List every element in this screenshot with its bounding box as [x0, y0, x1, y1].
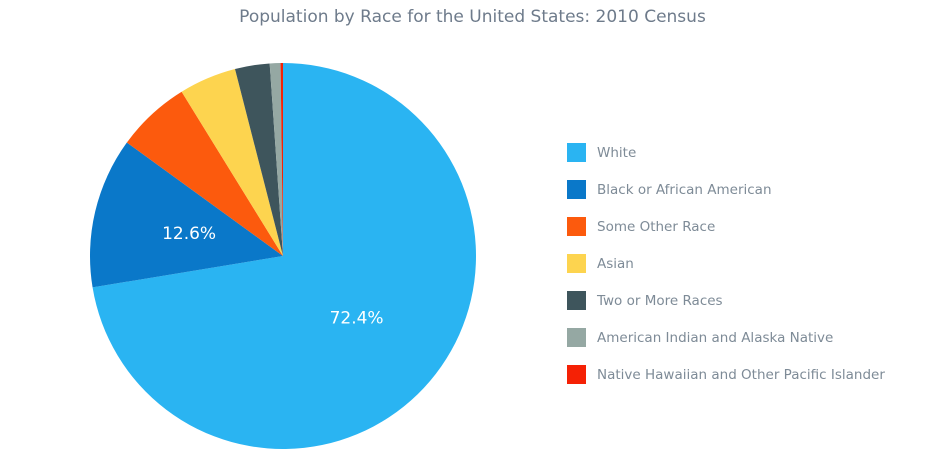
legend-item-label: Black or African American: [597, 181, 772, 198]
legend-item-label: American Indian and Alaska Native: [597, 329, 834, 346]
legend-item-native-hawaiian-and-other-pacific-islander[interactable]: Native Hawaiian and Other Pacific Island…: [567, 365, 885, 384]
pie-slice-black-or-african-american[interactable]: [90, 142, 283, 288]
pie-slice-two-or-more-races[interactable]: [235, 63, 283, 257]
pie-slice-american-indian-and-alaska-native[interactable]: [269, 63, 283, 256]
legend-swatch: [567, 217, 586, 236]
legend-swatch: [567, 143, 586, 162]
chart-title: Population by Race for the United States…: [239, 7, 706, 27]
pie-slice-asian[interactable]: [181, 69, 283, 256]
legend-swatch: [567, 254, 586, 273]
legend-item-label: Native Hawaiian and Other Pacific Island…: [597, 366, 885, 383]
pie-slice-some-other-race[interactable]: [126, 91, 283, 256]
legend-swatch: [567, 180, 586, 199]
legend-swatch: [567, 328, 586, 347]
legend-item-label: White: [597, 144, 637, 161]
pie-chart: 72.4%12.6%: [90, 63, 476, 449]
legend-swatch: [567, 291, 586, 310]
legend-item-asian[interactable]: Asian: [567, 254, 885, 273]
pie-slice-white[interactable]: [92, 63, 476, 449]
legend-item-two-or-more-races[interactable]: Two or More Races: [567, 291, 885, 310]
legend-item-label: Two or More Races: [597, 292, 723, 309]
legend: White Black or African American Some Oth…: [567, 143, 885, 402]
legend-item-label: Asian: [597, 255, 634, 272]
legend-item-label: Some Other Race: [597, 218, 716, 235]
legend-item-black-or-african-american[interactable]: Black or African American: [567, 180, 885, 199]
legend-item-white[interactable]: White: [567, 143, 885, 162]
legend-item-american-indian-and-alaska-native[interactable]: American Indian and Alaska Native: [567, 328, 885, 347]
legend-item-some-other-race[interactable]: Some Other Race: [567, 217, 885, 236]
legend-swatch: [567, 365, 586, 384]
pie-slice-native-hawaiian-and-other-pacific-islander[interactable]: [280, 63, 283, 256]
